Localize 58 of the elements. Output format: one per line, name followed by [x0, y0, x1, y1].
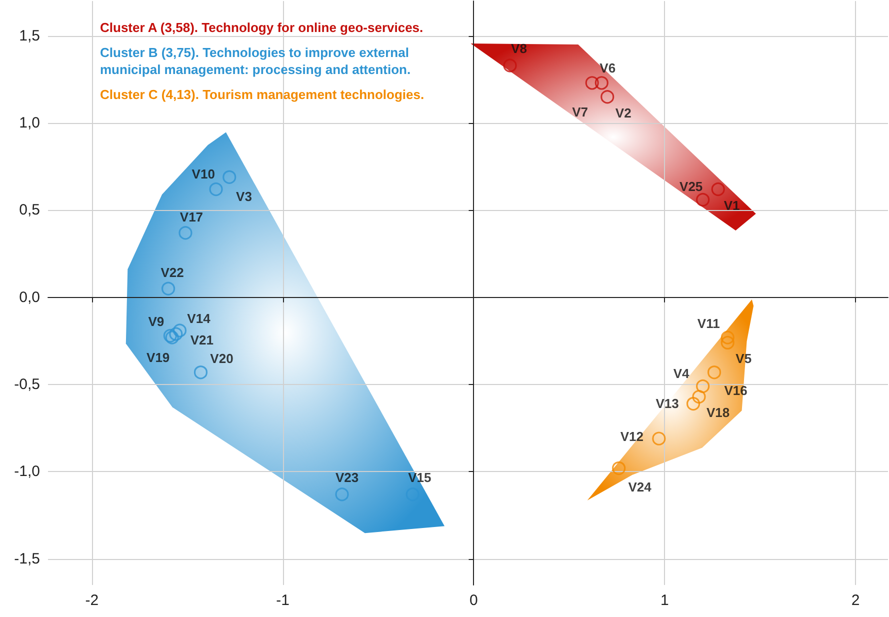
text: Cluster C (4,13). Tourism management technologies. [100, 87, 424, 102]
annotation: V22 [160, 265, 184, 280]
annotation: V20 [210, 350, 234, 366]
point [194, 366, 208, 380]
annotation: V12 [620, 429, 644, 444]
annotation: V3 [236, 188, 252, 204]
point [696, 379, 710, 394]
annotation: V11 [697, 316, 720, 331]
point [209, 182, 223, 196]
annotation: V10 [192, 166, 215, 182]
y-tick-label: -1,0 [14, 463, 40, 480]
annotation: V24 [628, 480, 652, 495]
text: Cluster A (3,58). Technology for online geo-services. [100, 20, 424, 35]
annotation: V25 [680, 178, 703, 194]
point [503, 58, 517, 72]
annotation: V23 [335, 470, 359, 485]
point [711, 182, 725, 196]
annotation: V19 [146, 350, 170, 365]
annotation: V8 [511, 41, 527, 56]
y-tick-label: -1,5 [14, 550, 40, 568]
point [585, 76, 599, 90]
x-tick-label: -2 [85, 592, 99, 609]
point [178, 226, 192, 240]
y-tick-label: 0,5 [19, 202, 40, 219]
annotation: V14 [187, 310, 212, 326]
point [169, 327, 183, 341]
annotation: V21 [190, 332, 214, 348]
point [222, 170, 236, 184]
point [172, 324, 187, 338]
y-tick-label: 1,0 [19, 114, 40, 132]
point [686, 396, 700, 410]
point [600, 90, 614, 104]
annotation: V9 [148, 314, 164, 330]
point [612, 461, 626, 475]
point [161, 282, 176, 296]
point [335, 488, 349, 502]
x-tick-label: 2 [851, 592, 860, 609]
point [652, 432, 666, 446]
x-tick-label: 1 [660, 592, 669, 609]
point [696, 192, 710, 207]
text: Cluster B (3,75). Technologies to improve external municipal management: processing and attention. [100, 45, 413, 77]
x-tick-label: -1 [276, 592, 290, 609]
y-tick-label: 1,5 [19, 27, 40, 44]
annotation: V18 [706, 405, 730, 420]
annotation: V1 [724, 198, 740, 214]
annotation: V13 [656, 396, 679, 412]
annotation: V7 [572, 104, 588, 120]
point [594, 76, 608, 90]
point [720, 336, 734, 350]
x-tick-label: 0 [470, 592, 478, 609]
y-tick-label: -0,5 [14, 376, 40, 394]
annotation: V17 [180, 209, 204, 224]
point [707, 366, 722, 380]
point [692, 390, 706, 404]
annotation: V4 [673, 366, 690, 381]
annotation: V2 [615, 105, 632, 120]
y-tick-label: 0,0 [19, 288, 40, 306]
point [720, 330, 734, 344]
